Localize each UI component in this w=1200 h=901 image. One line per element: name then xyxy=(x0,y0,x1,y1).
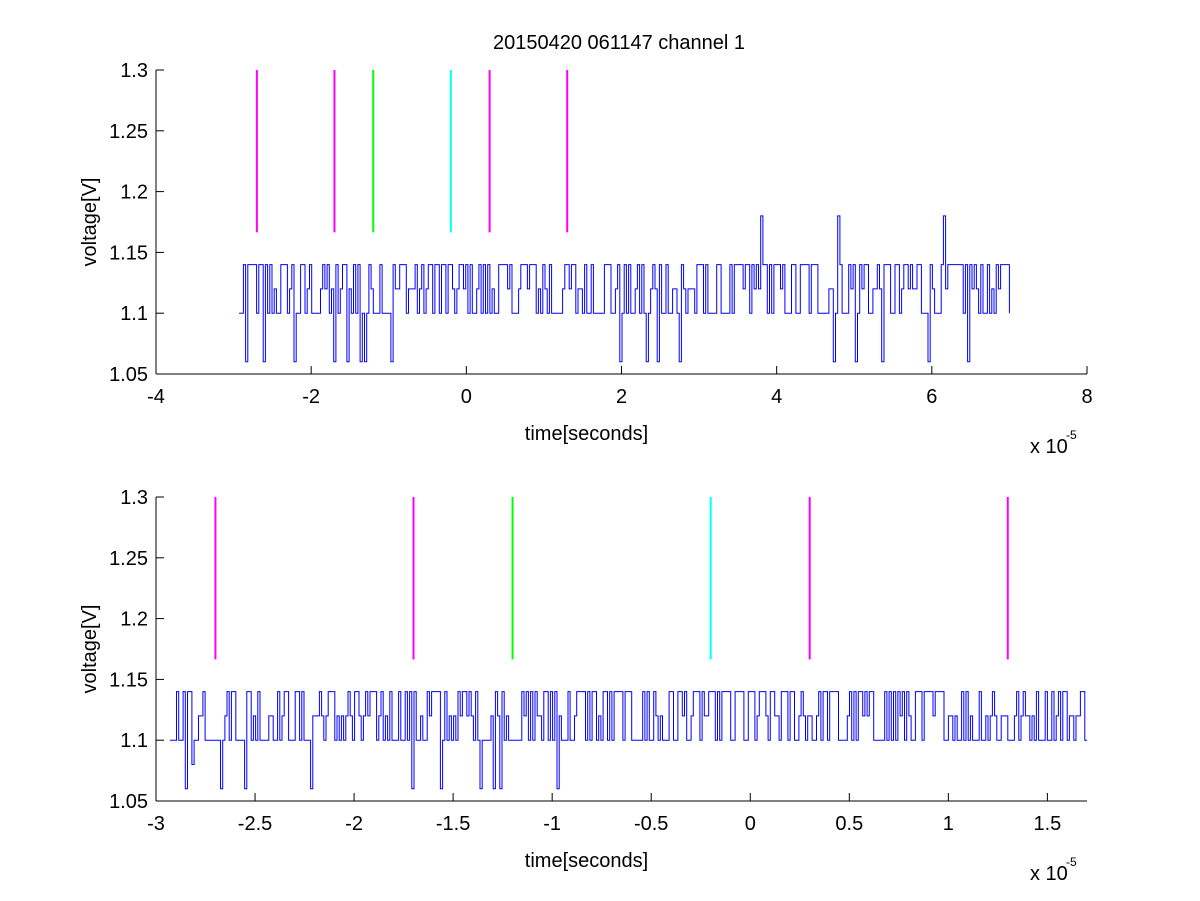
y-tick-label: 1.2 xyxy=(120,609,148,631)
x-tick-label: 6 xyxy=(926,386,937,408)
y-tick-label: 1.3 xyxy=(120,60,148,82)
y-tick-label: 1.1 xyxy=(120,303,148,325)
y-tick-label: 1.1 xyxy=(120,730,148,752)
x-tick-label: -2 xyxy=(302,386,320,408)
x-tick-label: -0.5 xyxy=(634,813,668,835)
x-tick-label: 1 xyxy=(943,813,954,835)
y-tick-label: 1.15 xyxy=(109,242,148,264)
y-tick-label: 1.05 xyxy=(109,364,148,386)
y-tick-label: 1.25 xyxy=(109,548,148,570)
y-tick-label: 1.05 xyxy=(109,791,148,813)
x-tick-label: 8 xyxy=(1081,386,1092,408)
x-tick-label: -3 xyxy=(147,813,165,835)
x-tick-label: -1.5 xyxy=(436,813,470,835)
x-tick-label: 0 xyxy=(461,386,472,408)
x-tick-label: 0.5 xyxy=(835,813,863,835)
x-tick-label: 0 xyxy=(745,813,756,835)
top-axes: -4 -2 0 2 4 6 8 1.05 1.1 1.15 1.2 1.25 1.3 time[secon… xyxy=(79,60,1093,458)
x-tick-label: -2 xyxy=(345,813,363,835)
x-tick-label: 1.5 xyxy=(1033,813,1061,835)
bottom-axes: -3 -2.5 -2 -1.5 -1 -0.5 0 0.5 1 1.5 1.05 1.1 1.15 1.2… xyxy=(79,487,1087,885)
signal-trace xyxy=(239,215,1010,363)
y-tick-label: 1.3 xyxy=(120,487,148,509)
figure-title: 20150420 061147 channel 1 xyxy=(493,32,745,54)
x-scale-multiplier: x 10 xyxy=(1030,436,1068,458)
x-scale-exponent: -5 xyxy=(1066,428,1077,442)
x-tick-label: -4 xyxy=(147,386,165,408)
y-tick-label: 1.2 xyxy=(120,182,148,204)
y-axis-label: voltage[V] xyxy=(79,178,101,267)
x-tick-label: -1 xyxy=(543,813,561,835)
y-tick-label: 1.15 xyxy=(109,669,148,691)
x-scale-exponent: -5 xyxy=(1066,855,1077,869)
y-tick-label: 1.25 xyxy=(109,121,148,143)
x-tick-label: -2.5 xyxy=(238,813,272,835)
x-tick-label: 2 xyxy=(616,386,627,408)
x-tick-label: 4 xyxy=(771,386,782,408)
signal-trace xyxy=(169,691,1087,790)
y-axis-label: voltage[V] xyxy=(79,605,101,694)
x-scale-multiplier: x 10 xyxy=(1030,863,1068,885)
x-axis-label: time[seconds] xyxy=(525,850,648,872)
x-axis-label: time[seconds] xyxy=(525,423,648,445)
